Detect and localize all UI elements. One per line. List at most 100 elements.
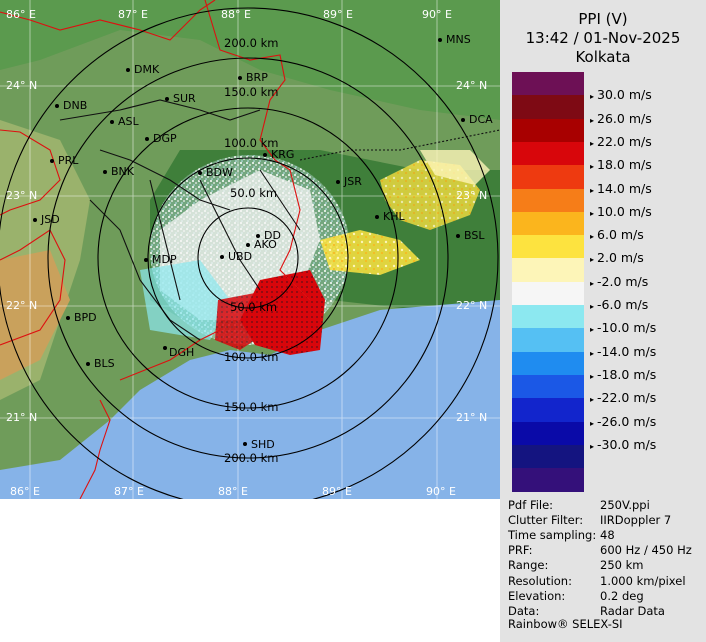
scale-swatch	[512, 141, 584, 166]
legend-panel: PPI (V) 13:42 / 01-Nov-2025 Kolkata ▸ 30.…	[500, 0, 706, 642]
terrain-southwest	[0, 250, 70, 380]
range-label-north-100: 100.0 km	[224, 136, 278, 150]
city-label: PRL	[58, 154, 79, 167]
city-label: JSR	[343, 175, 362, 188]
city-label: DD	[264, 229, 281, 242]
scale-swatch	[512, 235, 584, 259]
city-label: SUR	[173, 92, 196, 105]
lon-label-bottom: 90° E	[426, 485, 456, 498]
scale-swatch	[512, 421, 584, 446]
city-label: DNB	[63, 99, 87, 112]
info-value: 250V.ppi	[600, 498, 650, 512]
scale-label: ▸ -26.0 m/s	[590, 413, 657, 429]
scale-swatch	[512, 305, 584, 329]
scale-label: ▸ -10.0 m/s	[590, 320, 657, 336]
scale-label: ▸ -22.0 m/s	[590, 390, 657, 406]
scale-swatch	[512, 374, 584, 399]
city-label: UBD	[228, 250, 252, 263]
scale-label: ▸ 2.0 m/s	[590, 250, 644, 266]
info-value: 48	[600, 528, 615, 543]
city-label: KHL	[383, 210, 405, 223]
range-label-north-50: 50.0 km	[230, 186, 277, 200]
radar-echoes	[140, 150, 490, 355]
radar-map: 200.0 km 150.0 km 100.0 km 50.0 km 50.0 …	[0, 0, 500, 499]
lon-label-bottom: 87° E	[114, 485, 144, 498]
info-value: 250 km	[600, 558, 644, 573]
city-label: AKO	[254, 238, 277, 251]
info-key: Time sampling:	[508, 528, 597, 543]
scale-label: ▸ -6.0 m/s	[590, 297, 649, 312]
scale-swatch	[512, 72, 584, 96]
info-key: Resolution:	[508, 573, 572, 588]
info-key: Range:	[508, 558, 549, 573]
range-label-south-100: 100.0 km	[224, 350, 278, 364]
city-label: MNS	[446, 33, 471, 46]
city-label: MDP	[152, 253, 177, 266]
lat-label-right: 23° N	[456, 189, 487, 202]
scale-swatch	[512, 444, 584, 469]
lon-label-top: 87° E	[118, 8, 148, 21]
city-label: BPD	[74, 311, 97, 324]
lat-label-right: 24° N	[456, 79, 487, 92]
info-value: 0.2 deg	[600, 588, 644, 603]
lon-label-top: 88° E	[221, 8, 251, 21]
footer-brand: Rainbow® SELEX-SI	[508, 617, 623, 631]
scale-swatch	[512, 351, 584, 376]
scale-label: ▸ 18.0 m/s	[590, 157, 652, 173]
coordinate-labels: 86° E 87° E 88° E 89° E 90° E 86° E 87° …	[6, 8, 487, 498]
lat-label-right: 22° N	[456, 299, 487, 312]
city-label: BRP	[246, 71, 268, 84]
scale-label: ▸ -18.0 m/s	[590, 366, 657, 382]
lon-label-top: 89° E	[323, 8, 353, 21]
info-value: Radar Data	[600, 603, 665, 618]
city-label: BSL	[464, 229, 485, 242]
scale-swatch	[512, 328, 584, 353]
range-rings	[0, 7, 499, 499]
lat-label-left: 23° N	[6, 189, 37, 202]
scale-swatch	[512, 211, 584, 236]
city-label: ASL	[118, 115, 140, 128]
lon-label-top: 86° E	[6, 8, 36, 21]
info-key: Pdf File:	[508, 498, 554, 512]
range-label-south-150: 150.0 km	[224, 400, 278, 414]
lon-label-bottom: 89° E	[322, 485, 352, 498]
scale-swatch	[512, 118, 584, 143]
city-label: DGH	[169, 346, 194, 359]
city-label: KRG	[271, 148, 294, 161]
lon-label-top: 90° E	[422, 8, 452, 21]
city-label: JSD	[40, 213, 60, 226]
scale-swatch	[512, 468, 584, 492]
lat-label-left: 21° N	[6, 411, 37, 424]
scale-swatch	[512, 95, 584, 120]
city-label: SHD	[251, 438, 275, 451]
city-label: DMK	[134, 63, 160, 76]
lon-label-bottom: 86° E	[10, 485, 40, 498]
timestamp: 13:42 / 01-Nov-2025	[525, 29, 681, 47]
info-value: IIRDoppler 7	[600, 513, 672, 528]
sea	[0, 300, 500, 499]
city-markers: MNS DMK BRP DNB SUR ASL DGP DCA KRG PRL …	[33, 33, 493, 451]
scale-label: ▸ -14.0 m/s	[590, 343, 657, 359]
scale-swatch	[512, 258, 584, 283]
scale-swatch	[512, 281, 584, 306]
city-label: BDW	[206, 166, 233, 179]
scale-label: ▸ 26.0 m/s	[590, 110, 652, 126]
scale-label: ▸ -2.0 m/s	[590, 273, 649, 289]
scale-label: ▸ 14.0 m/s	[590, 180, 652, 196]
scale-label: ▸ 22.0 m/s	[590, 133, 652, 149]
info-key: Elevation:	[508, 588, 566, 603]
scale-label: ▸ -30.0 m/s	[590, 436, 657, 452]
station-name: Kolkata	[575, 48, 631, 66]
city-label: BLS	[94, 357, 115, 370]
scale-label: ▸ 6.0 m/s	[590, 227, 644, 243]
product-title: PPI (V)	[578, 10, 628, 28]
lat-label-left: 22° N	[6, 299, 37, 312]
scale-swatch	[512, 165, 584, 189]
range-label-north-150: 150.0 km	[224, 85, 278, 99]
city-label: DCA	[469, 113, 493, 126]
lat-label-left: 24° N	[6, 79, 37, 92]
range-labels: 200.0 km 150.0 km 100.0 km 50.0 km 50.0 …	[224, 36, 278, 465]
scale-swatch	[512, 398, 584, 422]
info-key: Data:	[508, 603, 540, 618]
scale-label: ▸ 30.0 m/s	[590, 87, 652, 103]
